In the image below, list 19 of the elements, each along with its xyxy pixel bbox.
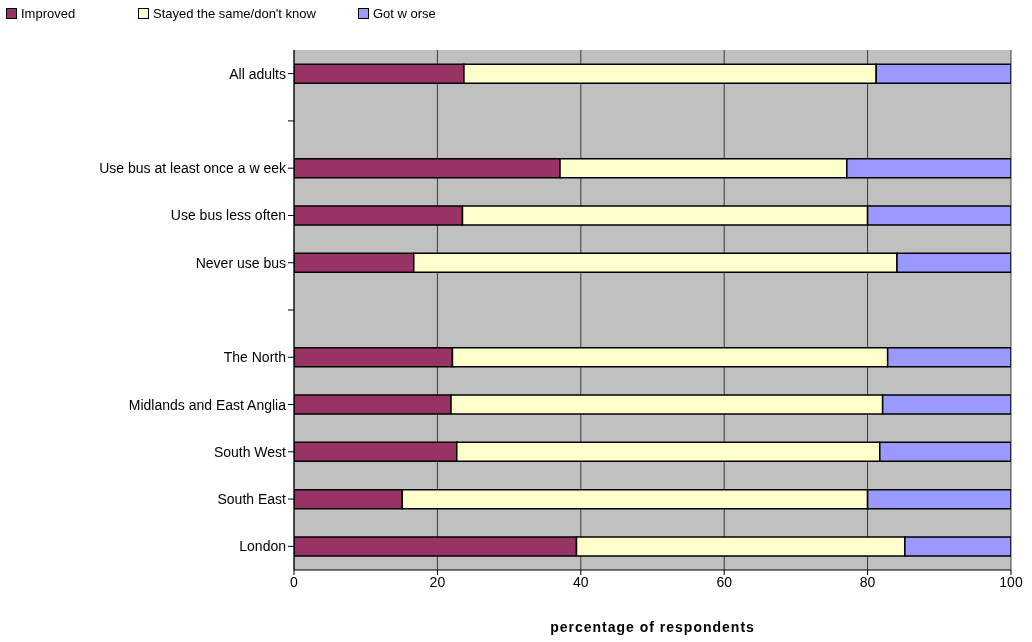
x-tick-label: 100: [999, 573, 1023, 590]
x-tick-label: 20: [429, 573, 446, 590]
x-axis-title: percentage of respondents: [550, 619, 755, 635]
legend-label: Got w orse: [373, 6, 436, 21]
y-tick-label: South East: [217, 491, 287, 508]
y-tick-label: Use bus less often: [170, 207, 286, 224]
y-tick-label: Use bus at least once a w eek: [99, 160, 287, 177]
x-tick-label: 60: [716, 573, 733, 590]
x-tick-label: 80: [859, 573, 876, 590]
y-tick-label: The North: [223, 349, 286, 366]
y-tick-label: South West: [213, 443, 287, 460]
x-tick-label: 0: [290, 573, 299, 590]
y-tick-label: London: [239, 538, 286, 555]
legend-label: Improved: [21, 6, 76, 21]
y-tick-label: All adults: [229, 65, 286, 82]
x-tick-label: 40: [573, 573, 589, 590]
legend-label: Stayed the same/don't know: [153, 6, 316, 21]
y-tick-label: Midlands and East Anglia: [128, 396, 287, 413]
y-tick-label: Never use bus: [195, 254, 286, 271]
